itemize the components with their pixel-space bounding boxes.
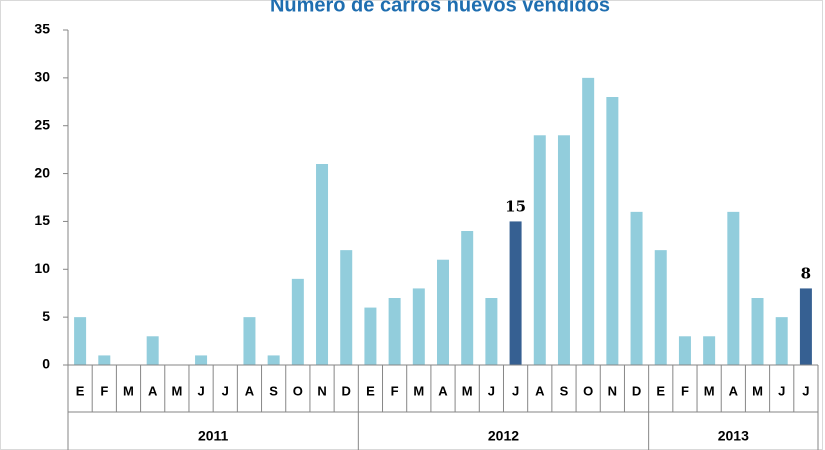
- bar: [509, 221, 522, 365]
- bar: [461, 231, 474, 365]
- x-tick-label: M: [752, 383, 763, 398]
- x-tick-label: J: [197, 383, 204, 398]
- x-tick-label: O: [293, 383, 303, 398]
- x-tick-label: N: [317, 383, 326, 398]
- bar: [557, 135, 570, 365]
- bar: [485, 298, 498, 365]
- bar: [98, 355, 111, 365]
- x-tick-label: A: [535, 383, 545, 398]
- x-tick-label: E: [366, 383, 375, 398]
- bar: [630, 211, 643, 365]
- bar: [340, 250, 353, 365]
- data-label: 15: [505, 197, 526, 215]
- x-tick-label: E: [656, 383, 665, 398]
- bar: [364, 307, 377, 365]
- x-tick-label: S: [560, 383, 569, 398]
- y-tick-label: 30: [34, 69, 50, 85]
- bar: [533, 135, 546, 365]
- y-tick-label: 20: [34, 164, 50, 180]
- x-tick-label: D: [342, 383, 351, 398]
- x-tick-label: J: [488, 383, 495, 398]
- x-tick-label: A: [729, 383, 739, 398]
- bar: [267, 355, 280, 365]
- x-tick-label: J: [802, 383, 809, 398]
- bar: [775, 317, 788, 365]
- x-tick-label: S: [269, 383, 278, 398]
- x-tick-label: F: [391, 383, 399, 398]
- chart-title: Número de carros nuevos vendidos: [270, 0, 610, 16]
- y-tick-label: 35: [34, 21, 50, 37]
- x-tick-label: J: [512, 383, 519, 398]
- bar: [437, 259, 449, 365]
- x-tick-label: O: [583, 383, 593, 398]
- bar: [727, 211, 740, 365]
- bar: [195, 355, 208, 365]
- x-tick-label: M: [413, 383, 424, 398]
- y-tick-label: 0: [42, 356, 50, 372]
- bar: [678, 336, 691, 365]
- data-label: 8: [801, 264, 811, 282]
- year-label: 2012: [488, 428, 519, 444]
- bar: [606, 97, 619, 365]
- y-tick-label: 10: [34, 260, 50, 276]
- bar: [316, 164, 329, 365]
- bar: [799, 288, 812, 365]
- x-tick-label: A: [438, 383, 448, 398]
- bar: [751, 298, 764, 365]
- x-tick-label: A: [245, 383, 255, 398]
- y-tick-label: 5: [42, 308, 50, 324]
- x-tick-label: M: [171, 383, 182, 398]
- x-tick-label: M: [462, 383, 473, 398]
- bar: [412, 288, 425, 365]
- bar: [703, 336, 716, 365]
- bar: [74, 317, 87, 365]
- year-label: 2011: [198, 428, 229, 444]
- y-tick-label: 25: [34, 116, 50, 132]
- bar: [291, 278, 304, 365]
- bar: [654, 250, 667, 365]
- x-tick-label: F: [681, 383, 689, 398]
- x-tick-label: D: [632, 383, 641, 398]
- x-tick-label: A: [148, 383, 158, 398]
- x-tick-label: N: [608, 383, 617, 398]
- bar: [146, 336, 159, 365]
- bar: [582, 77, 595, 365]
- x-tick-label: M: [123, 383, 134, 398]
- bar: [388, 298, 401, 365]
- x-tick-label: J: [778, 383, 785, 398]
- x-tick-label: F: [100, 383, 108, 398]
- x-tick-label: M: [704, 383, 715, 398]
- y-tick-label: 15: [34, 212, 50, 228]
- year-label: 2013: [718, 428, 749, 444]
- x-tick-label: J: [222, 383, 229, 398]
- bar: [243, 317, 256, 365]
- x-tick-label: E: [76, 383, 85, 398]
